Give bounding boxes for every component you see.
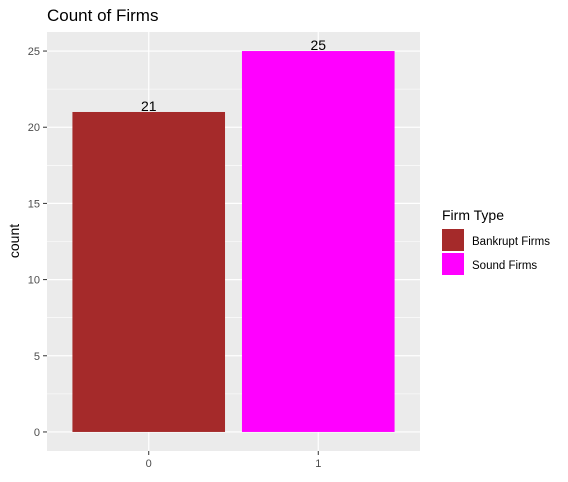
legend-entry-label: Sound Firms <box>472 260 537 272</box>
bar-0 <box>72 111 226 432</box>
y-axis-label: count <box>6 224 22 258</box>
x-tick-label: 1 <box>315 458 321 470</box>
bar-1 <box>241 51 395 432</box>
legend-entry-label: Bankrupt Firms <box>472 236 550 248</box>
bars <box>72 51 395 432</box>
legend: Firm Type Bankrupt Firms Sound Firms <box>442 207 550 275</box>
bar-value-label: 21 <box>141 98 157 114</box>
y-tick-label: 10 <box>28 275 40 287</box>
y-tick-label: 5 <box>34 351 40 363</box>
chart-title: Count of Firms <box>47 6 158 25</box>
y-axis: 0 5 10 15 20 25 <box>28 46 47 439</box>
bar-value-label: 25 <box>310 37 326 53</box>
legend-title: Firm Type <box>442 207 504 223</box>
legend-swatch <box>442 253 464 275</box>
bar-labels: 21 25 <box>141 37 326 114</box>
legend-swatch <box>442 229 464 251</box>
x-tick-label: 0 <box>146 458 152 470</box>
y-tick-label: 20 <box>28 122 40 134</box>
y-tick-label: 25 <box>28 46 40 58</box>
y-tick-label: 0 <box>34 427 40 439</box>
y-tick-label: 15 <box>28 198 40 210</box>
